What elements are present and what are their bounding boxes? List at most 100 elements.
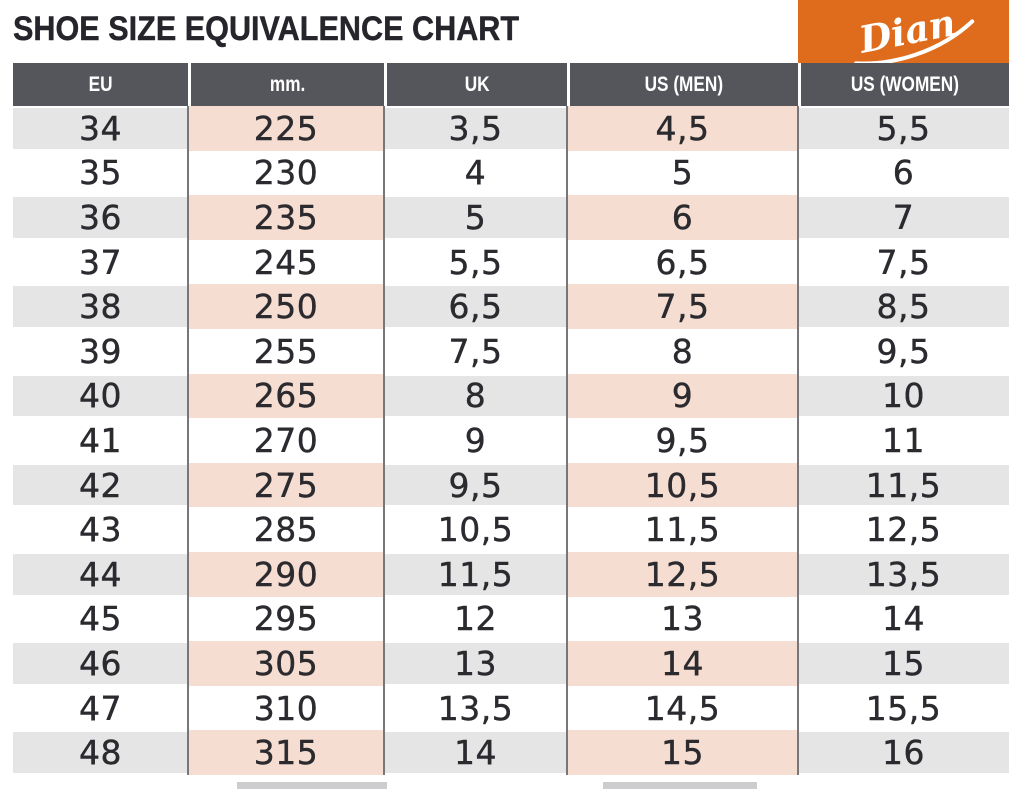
header-label: mm. <box>269 72 306 96</box>
table-row-eu-47: 47 310 13,5 14,5 15,5 <box>13 685 1009 731</box>
table-cell: 11,5 <box>798 462 1009 508</box>
table-cell: 5,5 <box>384 239 567 285</box>
table-cell: 305 <box>188 641 384 686</box>
table-cell: 15 <box>567 730 798 775</box>
brand-name-text: Dian <box>855 0 960 62</box>
table-cell: 36 <box>13 195 188 240</box>
table-cell: 11,5 <box>567 507 798 552</box>
table-cell: 8 <box>384 373 567 419</box>
table-cell: 235 <box>188 195 384 240</box>
table-cell: 38 <box>13 284 188 329</box>
table-cell: 3,5 <box>384 106 567 151</box>
table-cell: 245 <box>188 239 384 285</box>
table-cell: 13,5 <box>384 685 567 731</box>
table-cell: 14,5 <box>567 685 798 731</box>
table-row-eu-34: 34 225 3,5 4,5 5,5 <box>13 106 1009 151</box>
column-separator <box>797 106 799 775</box>
dian-script-logo-icon: Dian <box>854 0 975 65</box>
table-row-eu-46: 46 305 13 14 15 <box>13 641 1009 686</box>
table-row-eu-35: 35 230 4 5 6 <box>13 150 1009 196</box>
table-cell: 4,5 <box>567 106 798 151</box>
table-cell: 7 <box>798 195 1009 240</box>
table-cell: 48 <box>13 730 188 775</box>
table-row-eu-37: 37 245 5,5 6,5 7,5 <box>13 239 1009 285</box>
table-cell: 12,5 <box>567 551 798 597</box>
table-cell: 9,5 <box>798 328 1009 374</box>
table-cell: 45 <box>13 596 188 642</box>
bottom-shadow-bar <box>237 782 387 789</box>
table-cell: 10,5 <box>384 507 567 552</box>
table-cell: 9,5 <box>567 418 798 463</box>
bottom-shadow-bar <box>603 782 757 789</box>
column-separator <box>383 106 385 775</box>
table-cell: 270 <box>188 418 384 463</box>
table-cell: 14 <box>567 641 798 686</box>
table-row-eu-36: 36 235 5 6 7 <box>13 195 1009 240</box>
table-cell: 14 <box>798 596 1009 642</box>
table-cell: 310 <box>188 685 384 731</box>
table-row-eu-38: 38 250 6,5 7,5 8,5 <box>13 284 1009 329</box>
table-row-eu-43: 43 285 10,5 11,5 12,5 <box>13 507 1009 552</box>
table-cell: 9 <box>384 418 567 463</box>
header-cell-us-men: US (MEN) <box>567 63 798 106</box>
table-cell: 14 <box>384 730 567 775</box>
table-body: 34 225 3,5 4,5 5,5 35 230 4 5 6 36 235 5 6 7 37 245 5,5 6,… <box>13 106 1009 775</box>
table-cell: 9 <box>567 373 798 419</box>
table-row-eu-39: 39 255 7,5 8 9,5 <box>13 328 1009 374</box>
table-cell: 15,5 <box>798 685 1009 731</box>
header-label: EU <box>88 72 113 96</box>
table-cell: 12 <box>384 596 567 642</box>
table-cell: 44 <box>13 551 188 597</box>
table-cell: 230 <box>188 150 384 196</box>
table-cell: 11 <box>798 418 1009 463</box>
table-row-eu-41: 41 270 9 9,5 11 <box>13 418 1009 463</box>
table-cell: 5 <box>567 150 798 196</box>
table-row-eu-45: 45 295 12 13 14 <box>13 596 1009 642</box>
table-cell: 10,5 <box>567 462 798 508</box>
table-cell: 250 <box>188 284 384 329</box>
table-cell: 7,5 <box>798 239 1009 285</box>
table-cell: 13 <box>384 641 567 686</box>
table-cell: 43 <box>13 507 188 552</box>
table-cell: 42 <box>13 462 188 508</box>
table-cell: 13 <box>567 596 798 642</box>
page-title: SHOE SIZE EQUIVALENCE CHART <box>13 10 520 48</box>
column-separator <box>187 106 189 775</box>
table-cell: 13,5 <box>798 551 1009 597</box>
brand-logo: Dian <box>798 0 1009 65</box>
table-cell: 11,5 <box>384 551 567 597</box>
size-equivalence-table: EU mm. UK US (MEN) US (WOMEN) 34 225 3,5 4,5 5,5… <box>13 63 1009 775</box>
table-cell: 225 <box>188 106 384 151</box>
table-row-eu-48: 48 315 14 15 16 <box>13 730 1009 775</box>
table-cell: 10 <box>798 373 1009 419</box>
table-cell: 34 <box>13 106 188 151</box>
table-row-eu-40: 40 265 8 9 10 <box>13 373 1009 419</box>
table-cell: 8,5 <box>798 284 1009 329</box>
table-cell: 6,5 <box>567 239 798 285</box>
column-separator <box>566 106 568 775</box>
table-cell: 16 <box>798 730 1009 775</box>
table-cell: 7,5 <box>384 328 567 374</box>
table-cell: 8 <box>567 328 798 374</box>
table-cell: 6,5 <box>384 284 567 329</box>
table-cell: 47 <box>13 685 188 731</box>
table-cell: 290 <box>188 551 384 597</box>
table-cell: 12,5 <box>798 507 1009 552</box>
table-cell: 9,5 <box>384 462 567 508</box>
table-cell: 255 <box>188 328 384 374</box>
table-cell: 5 <box>384 195 567 240</box>
table-cell: 37 <box>13 239 188 285</box>
header-label: UK <box>464 72 490 96</box>
table-cell: 46 <box>13 641 188 686</box>
table-cell: 6 <box>798 150 1009 196</box>
table-cell: 4 <box>384 150 567 196</box>
table-row-eu-42: 42 275 9,5 10,5 11,5 <box>13 462 1009 508</box>
table-cell: 275 <box>188 462 384 508</box>
table-cell: 285 <box>188 507 384 552</box>
table-cell: 35 <box>13 150 188 196</box>
table-header-row: EU mm. UK US (MEN) US (WOMEN) <box>13 63 1009 106</box>
table-cell: 265 <box>188 373 384 419</box>
table-cell: 295 <box>188 596 384 642</box>
table-cell: 39 <box>13 328 188 374</box>
